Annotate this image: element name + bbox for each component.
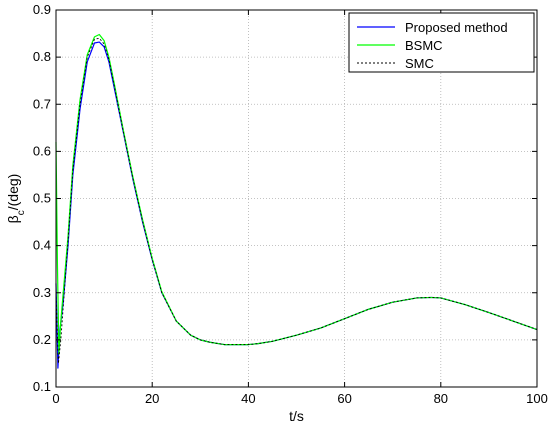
y-tick-label: 0.8: [33, 49, 51, 64]
x-tick-label: 20: [145, 391, 159, 406]
y-tick-label: 0.3: [33, 285, 51, 300]
y-tick-label: 0.7: [33, 96, 51, 111]
x-axis-title: t/s: [289, 408, 304, 424]
legend-label-bsmc: BSMC: [405, 38, 443, 53]
x-tick-label: 60: [337, 391, 351, 406]
tick-labels: 0 20 40 60 80 100 0.1 0.2 0.3 0.4 0.5 0.6 0.7 0.8 0.9: [33, 2, 548, 406]
legend-label-proposed: Proposed method: [405, 20, 508, 35]
grid: [56, 10, 537, 387]
x-tick-label: 40: [241, 391, 255, 406]
y-tick-label: 0.2: [33, 332, 51, 347]
ticks: [55, 9, 538, 388]
legend-label-smc: SMC: [405, 56, 434, 71]
series-line-smc: [55, 37, 538, 364]
legend-box: [348, 12, 535, 73]
y-axis-title-sub: c: [16, 210, 27, 215]
y-axis-title-main: β: [5, 215, 21, 223]
y-tick-label: 0.4: [33, 238, 51, 253]
y-tick-label: 0.9: [33, 2, 51, 17]
y-tick-label: 0.6: [33, 143, 51, 158]
x-tick-label: 0: [52, 391, 59, 406]
y-axis-title: βc/(deg): [5, 174, 27, 224]
y-tick-label: 0.1: [33, 379, 51, 394]
x-tick-label: 100: [526, 391, 548, 406]
y-axis-title-rest: /(deg): [5, 174, 21, 211]
y-tick-label: 0.5: [33, 191, 51, 206]
x-tick-label: 80: [434, 391, 448, 406]
series-group: [55, 33, 538, 369]
legend: Proposed method BSMC SMC: [348, 12, 535, 73]
